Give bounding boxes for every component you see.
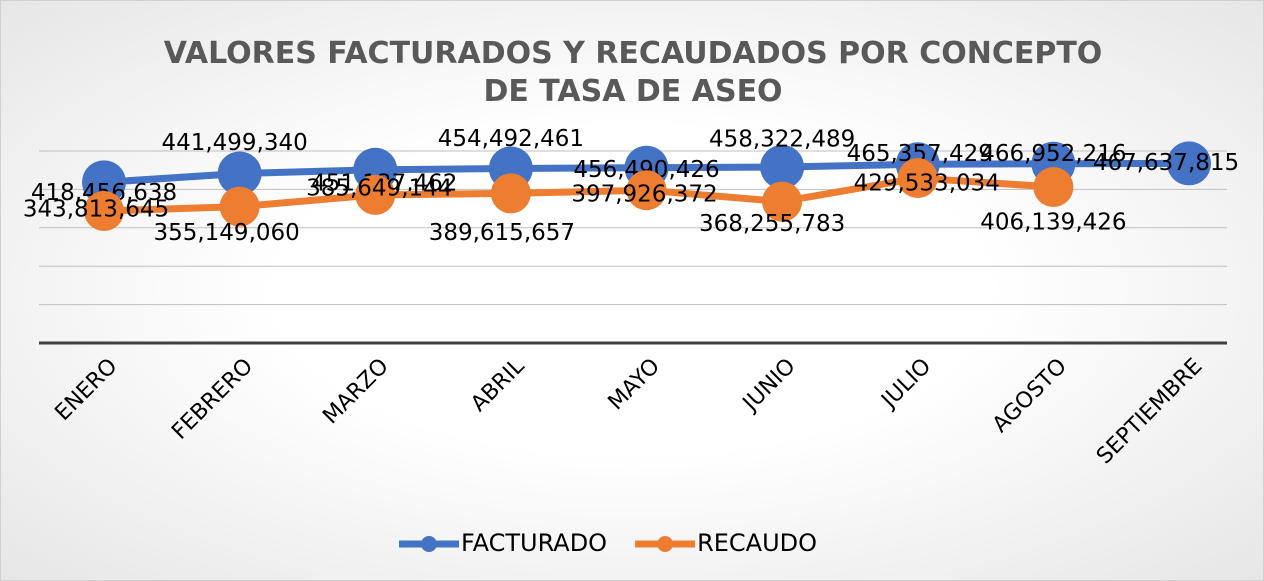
x-tick-label: AGOSTO bbox=[988, 354, 1072, 438]
legend-label: RECAUDO bbox=[697, 529, 817, 557]
x-tick-label: SEPTIEMBRE bbox=[1092, 354, 1207, 469]
marker bbox=[760, 145, 805, 190]
data-label: 397,926,372 bbox=[571, 182, 717, 208]
marker bbox=[897, 158, 938, 199]
legend-marker bbox=[421, 536, 437, 552]
data-label: 466,952,216 bbox=[980, 141, 1126, 167]
marker bbox=[762, 181, 803, 222]
legend-marker bbox=[657, 536, 674, 552]
marker bbox=[1167, 141, 1211, 186]
marker bbox=[217, 151, 262, 196]
marker bbox=[490, 173, 531, 214]
data-label: 467,637,815 bbox=[1093, 150, 1239, 176]
series-line bbox=[103, 174, 1054, 215]
legend-label: FACTURADO bbox=[461, 529, 607, 557]
data-label: 385,649,144 bbox=[306, 175, 452, 201]
x-tick-label: ENERO bbox=[50, 354, 122, 426]
x-tick-label: ABRIL bbox=[466, 353, 530, 417]
data-label: 441,499,340 bbox=[161, 130, 307, 156]
data-label: 368,255,783 bbox=[699, 211, 845, 237]
marker bbox=[626, 170, 667, 211]
data-label: 389,615,657 bbox=[429, 220, 575, 246]
data-label: 429,533,034 bbox=[854, 171, 1000, 197]
data-label: 458,322,489 bbox=[709, 127, 855, 153]
x-tick-label: FEBRERO bbox=[167, 354, 258, 445]
x-tick-label: MAYO bbox=[604, 354, 665, 415]
data-label: 355,149,060 bbox=[153, 220, 299, 246]
marker bbox=[219, 186, 260, 227]
marker bbox=[355, 174, 396, 215]
data-label: 343,813,645 bbox=[23, 196, 169, 222]
marker bbox=[84, 190, 124, 231]
marker bbox=[82, 160, 126, 205]
x-tick-label: JUNIO bbox=[737, 354, 801, 418]
chart-title: VALORES FACTURADOS Y RECAUDADOS POR CONC… bbox=[163, 36, 1103, 109]
x-tick-label: MARZO bbox=[318, 354, 393, 429]
marker bbox=[1033, 167, 1074, 208]
data-label: 454,492,461 bbox=[438, 126, 584, 152]
data-label: 406,139,426 bbox=[980, 210, 1126, 236]
x-tick-label: JULIO bbox=[876, 354, 937, 415]
